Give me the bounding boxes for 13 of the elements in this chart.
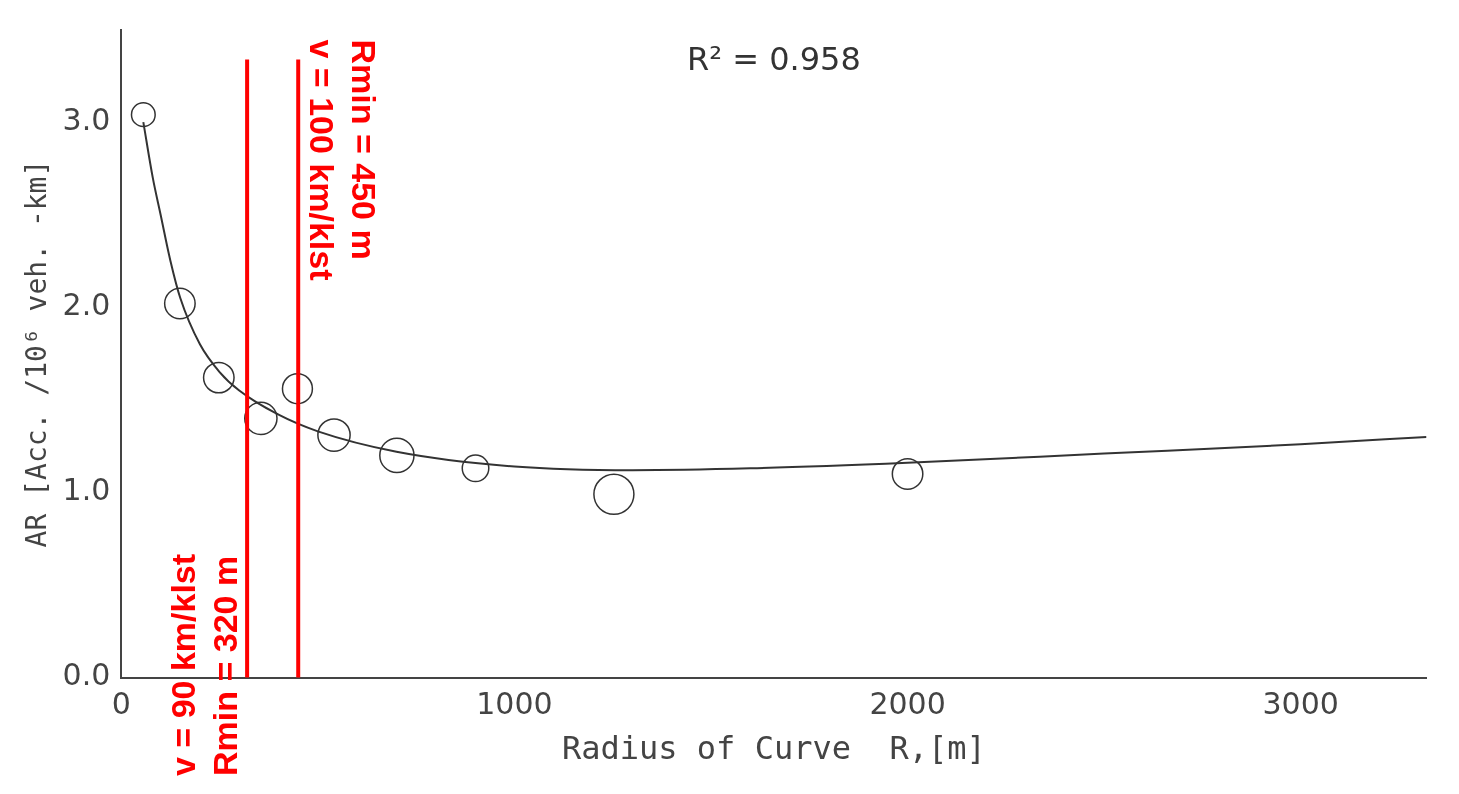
x-tick-label: 2000	[869, 686, 946, 722]
y-axis-title: AR [Acc. /10⁶ veh. -km]	[20, 159, 54, 548]
y-tick-label: 2.0	[62, 287, 111, 323]
y-tick-label: 0.0	[62, 657, 111, 693]
x-tick-label: 1000	[476, 686, 553, 722]
x-tick-label: 0	[111, 686, 131, 722]
ref-line-label: v = 100 km/klst Rmin = 450 m	[303, 39, 384, 281]
y-tick-label: 3.0	[62, 101, 111, 137]
x-axis-title: Radius of Curve R,[m]	[561, 729, 986, 768]
y-tick-label: 1.0	[62, 472, 111, 508]
annotation: R² = 0.958	[686, 39, 861, 78]
ref-line-label: v = 90 km/klst Rmin = 320 m	[164, 553, 245, 776]
x-tick-label: 3000	[1262, 686, 1339, 722]
